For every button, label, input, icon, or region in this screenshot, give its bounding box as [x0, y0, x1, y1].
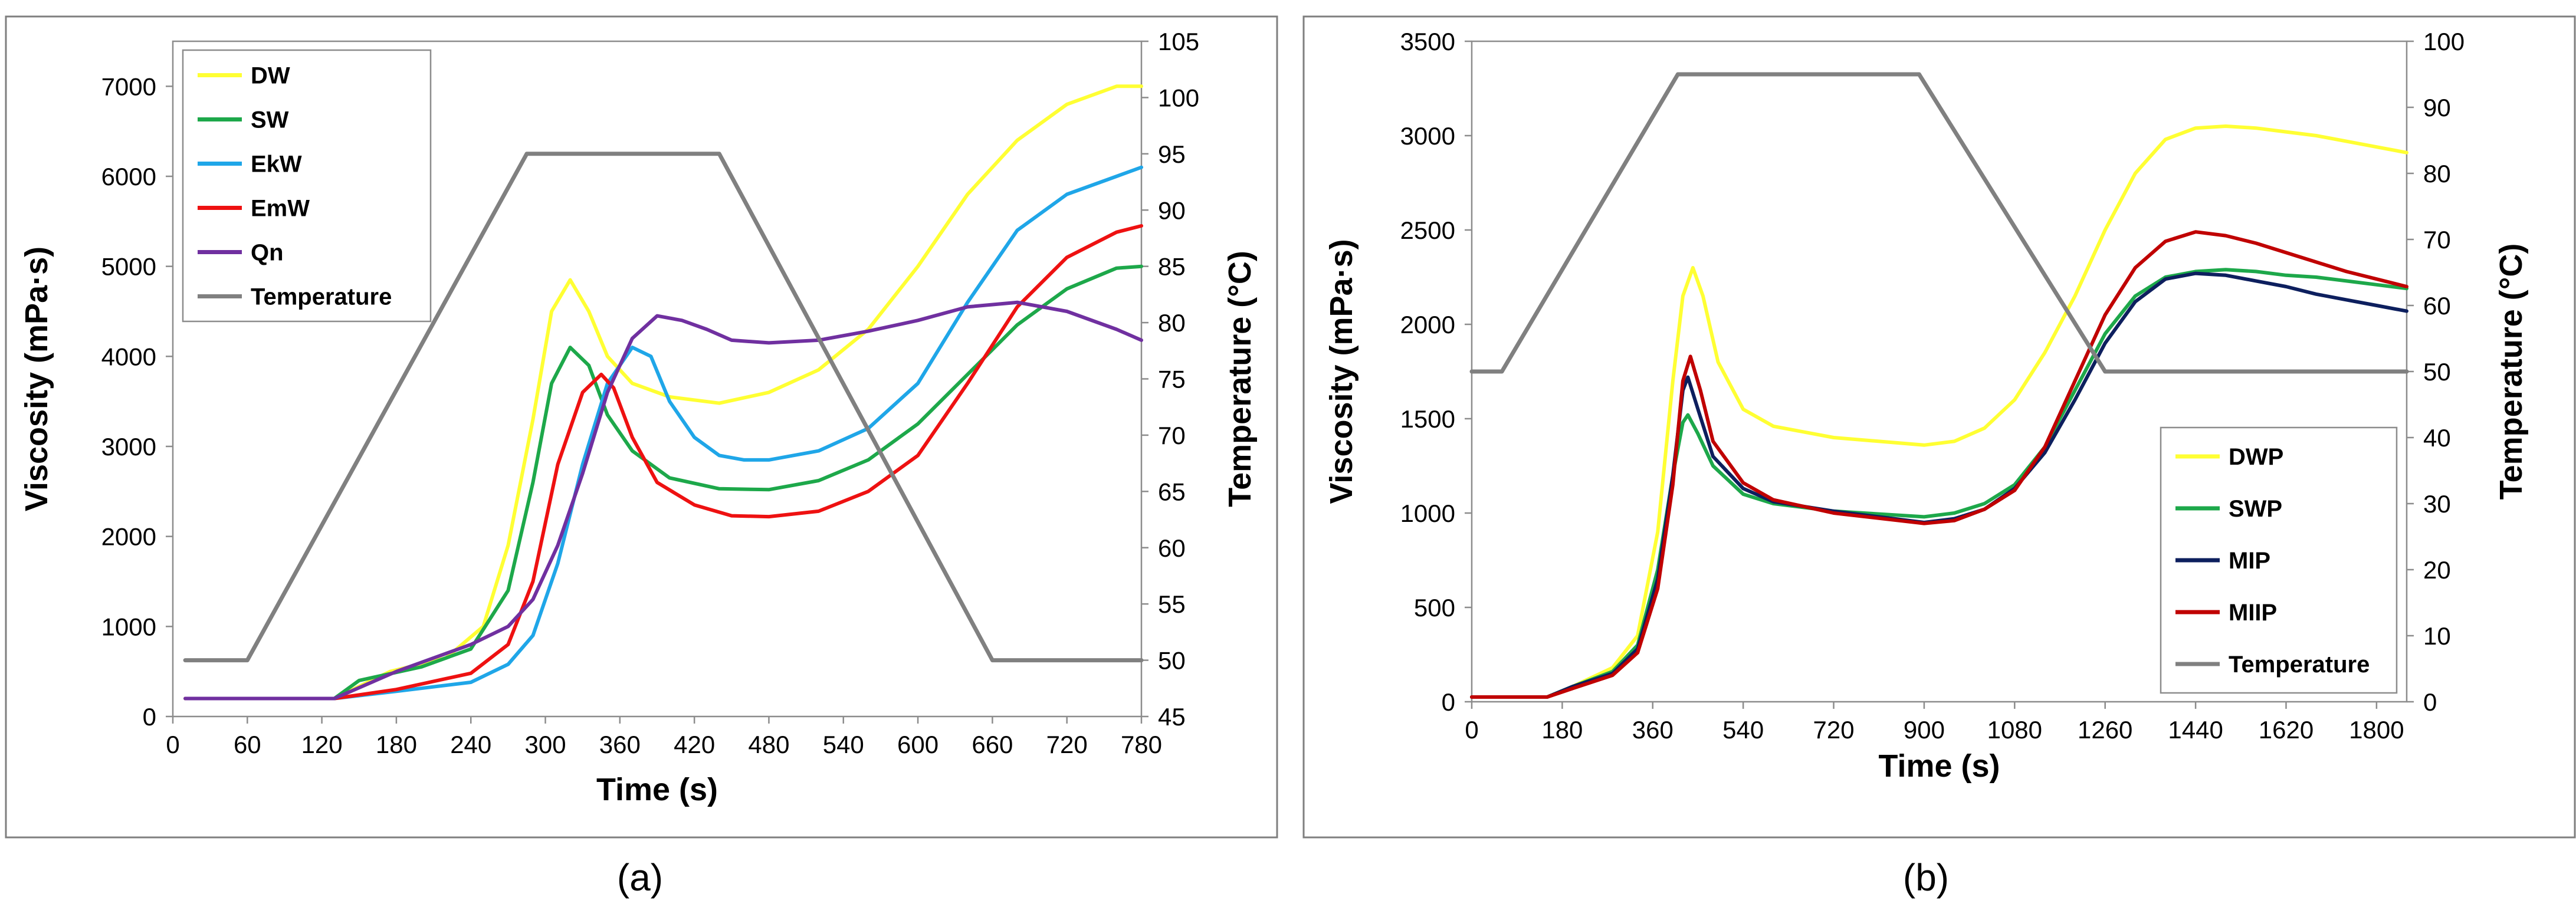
y2-tick-label: 65 — [1158, 478, 1186, 505]
legend-label: DW — [251, 63, 290, 89]
legend-label: Temperature — [2229, 652, 2370, 678]
legend-label: SW — [251, 107, 289, 133]
y2-axis-title: Temperature (°C) — [2493, 244, 2529, 500]
x-tick-label: 360 — [599, 731, 641, 758]
y-tick-label: 7000 — [101, 73, 156, 100]
y-tick-label: 2000 — [1400, 311, 1455, 338]
x-tick-label: 1800 — [2349, 716, 2404, 744]
x-tick-label: 720 — [1813, 716, 1855, 744]
panel-label: (a) — [617, 856, 663, 899]
series-line-miip — [1470, 230, 2408, 699]
legend-label: Qn — [251, 240, 284, 266]
chart-panel-b: 0 180 360 540 720 900 1080 1260 1440 1620 18000500… — [1302, 15, 2576, 899]
y2-tick-label: 60 — [1158, 534, 1186, 562]
x-tick-label: 420 — [674, 731, 715, 758]
y2-tick-label: 60 — [2423, 292, 2451, 320]
legend-label: DWP — [2229, 444, 2283, 470]
series-line-dwp — [1470, 124, 2408, 699]
x-tick-label: 540 — [1722, 716, 1764, 744]
y-tick-label: 3000 — [101, 433, 156, 461]
legend-label: EkW — [251, 152, 302, 178]
y2-tick-label: 90 — [1158, 196, 1186, 224]
y2-tick-label: 80 — [2423, 160, 2451, 188]
y2-tick-label: 85 — [1158, 253, 1186, 281]
series-line-emw — [183, 224, 1143, 701]
x-tick-label: 360 — [1632, 716, 1673, 744]
y2-tick-label: 50 — [1158, 647, 1186, 675]
legend-box — [182, 49, 432, 323]
x-tick-label: 300 — [524, 731, 566, 758]
x-tick-label: 1080 — [1987, 716, 2042, 744]
x-tick-label: 120 — [301, 731, 343, 758]
x-tick-label: 1440 — [2168, 716, 2223, 744]
y2-tick-label: 75 — [1158, 366, 1186, 393]
y2-tick-label: 50 — [2423, 358, 2451, 386]
y2-axis-title: Temperature (°C) — [1222, 251, 1258, 507]
y-tick-label: 1000 — [1400, 499, 1455, 527]
y2-tick-label: 95 — [1158, 140, 1186, 168]
series-line-temperature — [1469, 72, 2409, 374]
legend-label: Temperature — [251, 284, 392, 310]
y2-tick-label: 80 — [1158, 309, 1186, 337]
y-tick-label: 0 — [143, 703, 156, 731]
y2-tick-label: 70 — [2423, 226, 2451, 254]
y-tick-label: 500 — [1414, 594, 1455, 622]
x-tick-label: 540 — [823, 731, 864, 758]
series-line-temperature — [183, 152, 1144, 663]
x-tick-label: 900 — [1904, 716, 1945, 744]
y-tick-label: 6000 — [101, 163, 156, 190]
x-tick-label: 660 — [972, 731, 1013, 758]
x-tick-label: 0 — [1465, 716, 1478, 744]
x-tick-label: 600 — [897, 731, 938, 758]
y-tick-label: 4000 — [101, 343, 156, 370]
x-axis-title: Time (s) — [1878, 748, 2000, 784]
y-axis-title: Viscosity (mPa·s) — [1324, 239, 1359, 504]
y-axis-title: Viscosity (mPa·s) — [19, 246, 54, 511]
y2-tick-label: 30 — [2423, 490, 2451, 518]
chart-panel-a: 0 60 120 180 240 300 360 420 480 540 600 660 720 780 0… — [5, 15, 1278, 899]
x-tick-label: 1260 — [2078, 716, 2132, 744]
x-tick-label: 720 — [1046, 731, 1088, 758]
series-line-ekw — [183, 165, 1143, 701]
x-tick-label: 1620 — [2259, 716, 2314, 744]
x-tick-label: 180 — [1541, 716, 1583, 744]
x-tick-label: 480 — [748, 731, 789, 758]
y-tick-label: 0 — [1442, 688, 1455, 716]
y2-tick-label: 100 — [2423, 28, 2465, 55]
x-tick-label: 0 — [166, 731, 179, 758]
y2-tick-label: 40 — [2423, 424, 2451, 452]
y2-tick-label: 100 — [1158, 84, 1199, 111]
x-tick-label: 780 — [1121, 731, 1162, 758]
y-tick-label: 3000 — [1400, 122, 1455, 150]
x-axis-title: Time (s) — [596, 772, 718, 807]
y-tick-label: 3500 — [1400, 28, 1455, 55]
y2-tick-label: 105 — [1158, 28, 1199, 55]
legend-label: EmW — [251, 196, 310, 222]
series-line-qn — [183, 300, 1143, 701]
y2-tick-label: 20 — [2423, 556, 2451, 584]
y-tick-label: 5000 — [101, 253, 156, 281]
legend-label: SWP — [2229, 496, 2282, 522]
series-line-dw — [183, 84, 1143, 701]
legend-label: MIIP — [2229, 600, 2277, 626]
y2-tick-label: 0 — [2423, 688, 2437, 716]
x-tick-label: 180 — [376, 731, 417, 758]
panel-label: (b) — [1903, 856, 1949, 899]
y2-tick-label: 45 — [1158, 703, 1186, 731]
y-tick-label: 1500 — [1400, 405, 1455, 433]
x-tick-label: 240 — [450, 731, 491, 758]
y-tick-label: 2000 — [101, 523, 156, 551]
y2-tick-label: 70 — [1158, 422, 1186, 449]
y-tick-label: 1000 — [101, 613, 156, 640]
y2-tick-label: 55 — [1158, 590, 1186, 618]
legend-label: MIP — [2229, 548, 2270, 574]
y2-tick-label: 10 — [2423, 622, 2451, 650]
y2-tick-label: 90 — [2423, 94, 2451, 121]
y-tick-label: 2500 — [1400, 216, 1455, 244]
x-tick-label: 60 — [234, 731, 261, 758]
